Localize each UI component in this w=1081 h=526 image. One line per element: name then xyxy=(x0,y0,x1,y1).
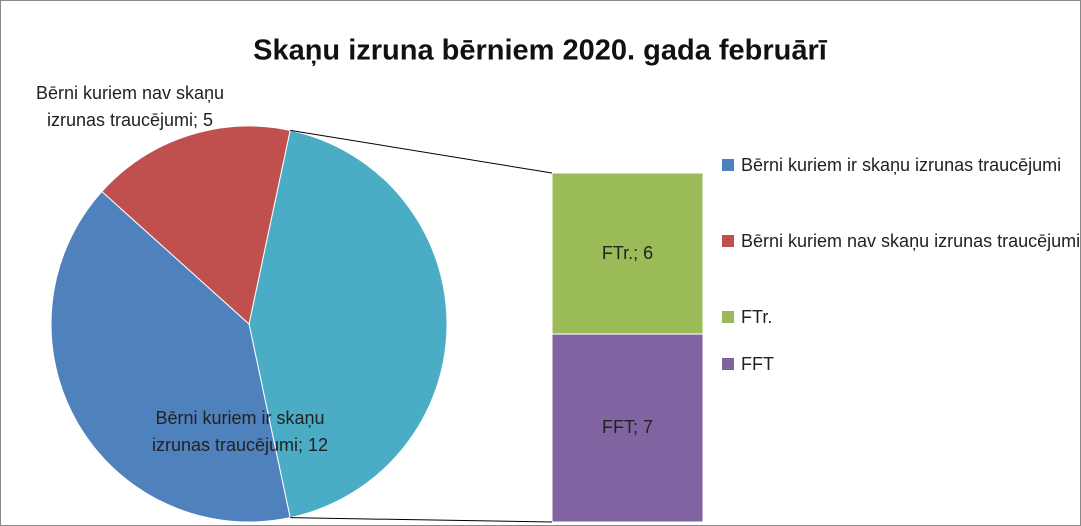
data-label: Bērni kuriem nav skaņu izrunas traucējum… xyxy=(35,83,225,130)
chart-title: Skaņu izruna bērniem 2020. gada februārī xyxy=(253,35,828,67)
legend-swatch xyxy=(722,235,734,247)
data-label: Bērni kuriem ir skaņu izrunas traucējumi… xyxy=(151,408,329,455)
legend-label: FTr. xyxy=(741,307,773,327)
legend-swatch xyxy=(722,311,734,323)
pie-slice-other xyxy=(248,129,448,519)
connector-line xyxy=(290,129,553,174)
pie-slice xyxy=(101,125,291,325)
connector-line xyxy=(290,517,553,523)
legend-swatch xyxy=(722,159,734,171)
bar-segment xyxy=(551,172,704,335)
data-label: FFT; 7 xyxy=(601,417,653,438)
pie-slice xyxy=(50,190,291,523)
legend-label: Bērni kuriem ir skaņu izrunas traucējumi xyxy=(741,155,1062,175)
data-label: FTr.; 6 xyxy=(601,242,654,263)
legend-label: Bērni kuriem nav skaņu izrunas traucējum… xyxy=(741,231,1081,251)
bar-segment xyxy=(551,333,704,523)
legend-label: FFT xyxy=(741,354,774,374)
legend-swatch xyxy=(722,358,734,370)
